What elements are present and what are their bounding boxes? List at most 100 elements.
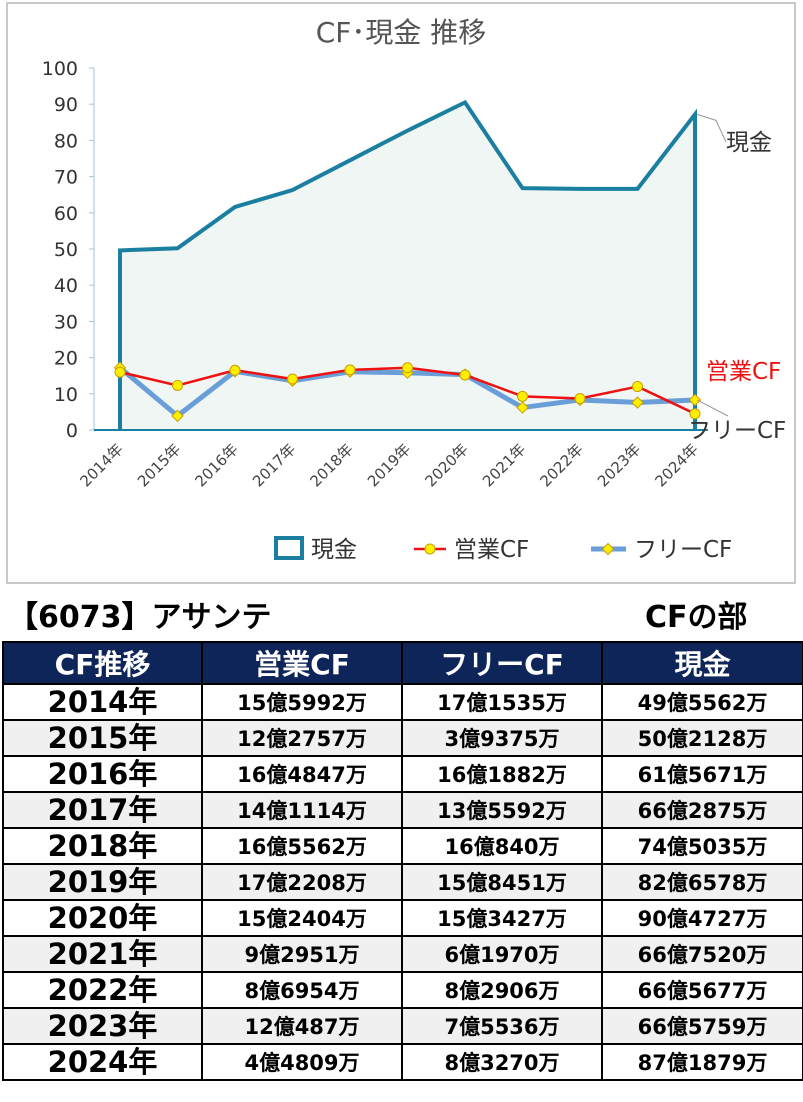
y-tick-label: 80 [54,130,78,152]
operating-cf-point [574,393,586,405]
cash-point [694,113,696,115]
y-tick-label: 0 [66,420,78,442]
cell-free-cf: 6億1970万 [401,935,603,973]
column-header-cf: CF推移 [2,641,203,685]
free-cf-point [516,401,529,414]
column-header-cash: 現金 [601,641,803,685]
cell-cash: 66億7520万 [601,935,803,973]
cash-point [349,159,351,161]
operating-cf-end-label: 営業CF [706,359,781,385]
cell-year: 2024年 [2,1043,203,1081]
operating-cf-point [459,369,471,381]
cell-operating-cf: 14億1114万 [201,791,403,829]
cell-operating-cf: 17億2208万 [201,863,403,901]
table-row: 2020年 15億2404万 15億3427万 90億4727万 [2,899,803,937]
cash-end-label: 現金 [726,130,772,156]
cell-operating-cf: 16億5562万 [201,827,403,865]
cell-free-cf: 7億5536万 [401,1007,603,1045]
table-row: 2014年 15億5992万 17億1535万 49億5562万 [2,683,803,721]
cell-year: 2014年 [2,683,203,721]
cell-cash: 50億2128万 [601,719,803,757]
cash-point [177,247,178,249]
cell-free-cf: 13億5592万 [401,791,603,829]
cell-free-cf: 15億3427万 [401,899,603,937]
cell-operating-cf: 15億5992万 [201,683,403,721]
x-tick-label: 2021年 [479,440,529,490]
cash-point [292,189,293,191]
cell-cash: 74億5035万 [601,827,803,865]
y-tick-label: 100 [42,58,78,80]
cell-free-cf: 17億1535万 [401,683,603,721]
table-row: 2017年 14億1114万 13億5592万 66億2875万 [2,791,803,829]
operating-cf-point [114,366,126,378]
operating-cf-point [402,362,413,374]
y-tick-label: 70 [54,167,78,189]
cell-year: 2023年 [2,1007,203,1045]
cell-cash: 49億5562万 [601,683,803,721]
y-tick-label: 10 [54,384,78,406]
x-tick-label: 2015年 [134,440,184,490]
cell-cash: 82億6578万 [601,863,803,901]
free-cf-point [688,393,702,407]
y-tick-label: 50 [54,239,78,261]
cash-point [637,188,638,190]
cell-year: 2016年 [2,755,203,793]
cell-operating-cf: 9億2951万 [201,935,403,973]
cash-point [522,187,523,189]
cell-free-cf: 16億1882万 [401,755,603,793]
cell-year: 2021年 [2,935,203,973]
cell-free-cf: 3億9375万 [401,719,603,757]
free-cf-label-leader [696,399,729,417]
table-row: 2023年 12億487万 7億5536万 66億5759万 [2,1007,803,1045]
x-tick-label: 2016年 [191,440,241,490]
x-tick-label: 2023年 [594,440,644,490]
operating-cf-point [229,364,241,376]
table-row: 2022年 8億6954万 8億2906万 66億5677万 [2,971,803,1009]
column-header-operating-cf: 営業CF [201,641,403,685]
cash-point [407,130,408,132]
cell-cash: 87億1879万 [601,1043,803,1081]
table-row: 2018年 16億5562万 16億840万 74億5035万 [2,827,803,865]
cell-operating-cf: 12億487万 [201,1007,403,1045]
cell-operating-cf: 15億2404万 [201,899,403,937]
x-tick-label: 2024年 [651,440,701,490]
chart-title: CF･現金 推移 [316,16,487,49]
table-header-row: CF推移 営業CF フリーCF 現金 [2,641,803,685]
cf-cash-line-chart: CF･現金 推移 0 10 20 30 40 50 60 70 80 90 100 2014年 2015年… [42,16,787,563]
table-row: 2016年 16億4847万 16億1882万 61億5671万 [2,755,803,793]
table-row: 2021年 9億2951万 6億1970万 66億7520万 [2,935,803,973]
operating-cf-point [632,381,643,393]
x-tick-label: 2018年 [306,440,356,490]
cash-area-fill [120,102,695,430]
cell-year: 2022年 [2,971,203,1009]
y-tick-label: 30 [54,311,78,333]
cell-cash: 66億5759万 [601,1007,803,1045]
free-cf-point [631,396,644,409]
free-cf-end-label: フリーCF [688,418,786,444]
cell-cash: 66億5677万 [601,971,803,1009]
x-tick-label: 2022年 [536,440,586,490]
cash-label-leader [696,113,727,143]
table-row: 2019年 17億2208万 15億8451万 82億6578万 [2,863,803,901]
cell-year: 2018年 [2,827,203,865]
cell-cash: 90億4727万 [601,899,803,937]
column-header-free-cf: フリーCF [401,641,603,685]
operating-cf-point [517,390,528,402]
cash-point [119,249,121,251]
operating-cf-point [172,379,183,391]
cell-operating-cf: 16億4847万 [201,755,403,793]
operating-cf-point [689,408,701,420]
legend-cash-swatch [274,536,304,560]
chart-frame: CF･現金 推移 0 10 20 30 40 50 60 70 80 90 100 2014年 2015年… [6,2,796,584]
cash-point [579,188,581,190]
cell-free-cf: 8億3270万 [401,1043,603,1081]
cell-year: 2017年 [2,791,203,829]
x-tick-label: 2020年 [421,440,471,490]
x-tick-label: 2014年 [76,440,126,490]
cell-operating-cf: 4億4809万 [201,1043,403,1081]
y-tick-label: 20 [54,348,78,370]
section-title: CFの部 [645,600,748,635]
table-row: 2024年 4億4809万 8億3270万 87億1879万 [2,1043,803,1081]
y-tick-label: 40 [54,275,78,297]
cash-point [234,206,236,208]
